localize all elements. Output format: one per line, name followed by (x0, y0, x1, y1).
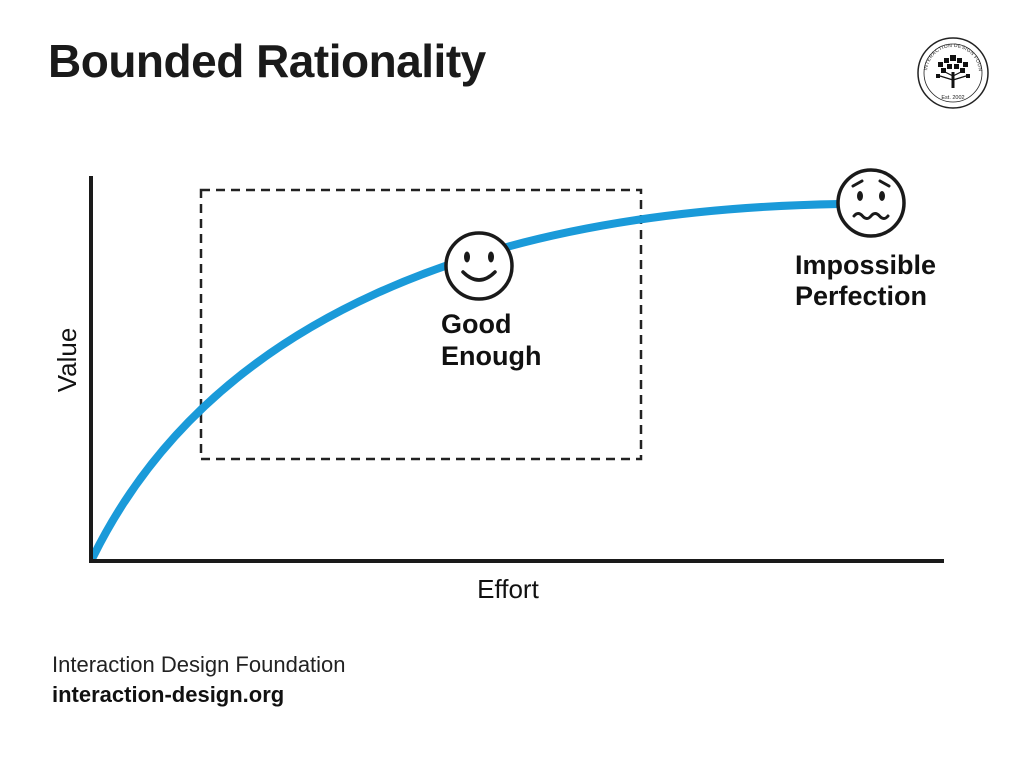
value-effort-curve (89, 200, 844, 561)
good-enough-label-line1: Good (441, 309, 511, 339)
footer-organization: Interaction Design Foundation (52, 652, 346, 677)
impossible-perfection-label-line1: Impossible (795, 250, 936, 280)
good-enough-region (199, 188, 643, 461)
smiley-face-icon (444, 231, 514, 301)
footer-url: interaction-design.org (52, 682, 285, 707)
good-enough-label-line2: Enough (441, 341, 541, 371)
x-axis-label: Effort (477, 574, 539, 604)
tree-icon (936, 55, 970, 88)
worried-face-icon (836, 168, 906, 238)
logo-established-text: Est. 2002 (941, 95, 964, 101)
organization-logo: INTERACTION DESIGN FOUNDATION Est. 2002 (916, 36, 989, 109)
page-title: Bounded Rationality (48, 35, 486, 87)
y-axis-label: Value (52, 328, 82, 393)
impossible-perfection-label-line2: Perfection (795, 281, 927, 311)
